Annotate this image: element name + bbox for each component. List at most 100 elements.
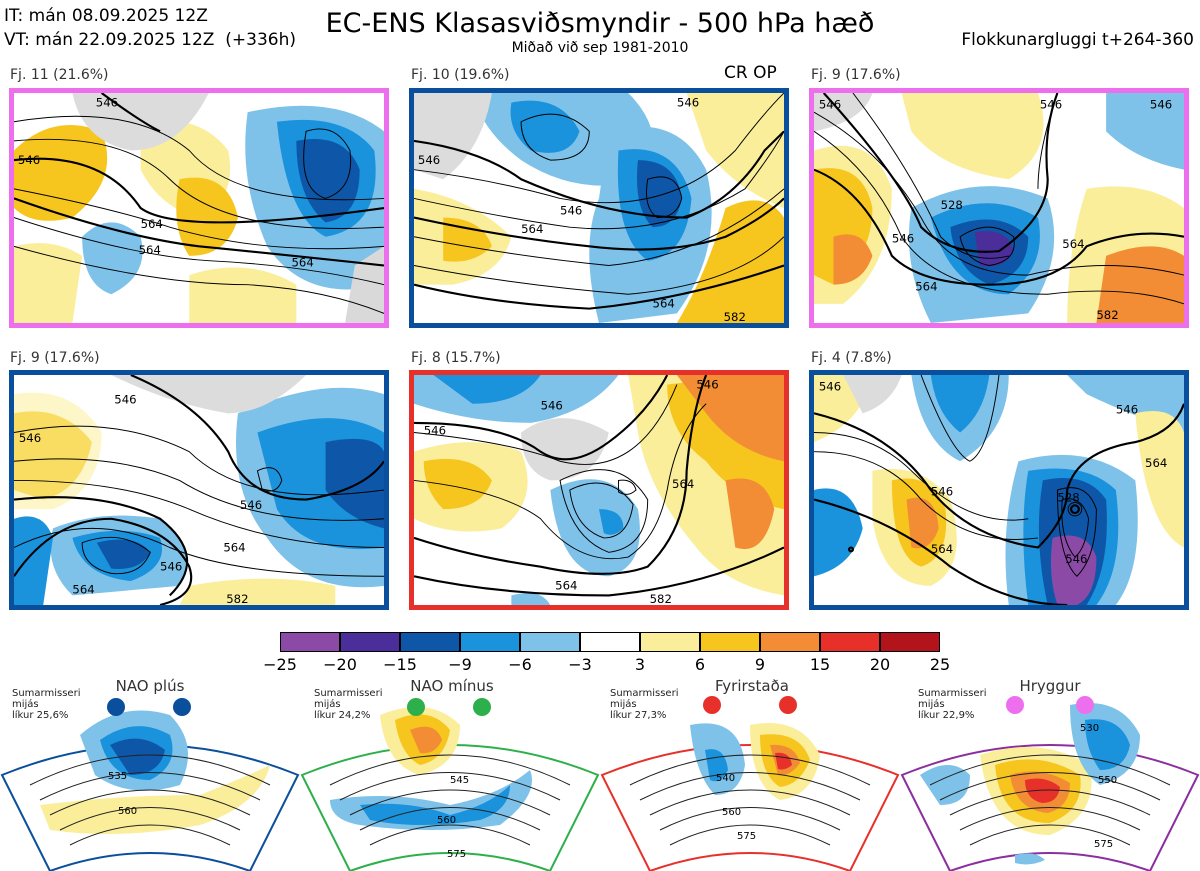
regime-color-dot — [703, 696, 721, 714]
regime-color-dot — [779, 696, 797, 714]
contour-label: 564 — [139, 243, 161, 257]
cluster-map-panel: 546 528 546 564 564 546 546 582 — [809, 88, 1189, 328]
contour-label: 575 — [737, 831, 756, 842]
contour-label: 575 — [447, 849, 466, 860]
panel-label: Fj. 8 (15.7%) — [411, 350, 501, 366]
colorbar-tick-label: −9 — [448, 655, 472, 674]
colorbar-tick-label: 20 — [869, 655, 891, 674]
regime-name: Hryggur — [1019, 677, 1081, 695]
contour-label: 582 — [650, 592, 672, 605]
contour-label: 546 — [19, 431, 41, 445]
contour-label: 528 — [941, 198, 963, 212]
valid-time-label: VT: mán 22.09.2025 12Z (+336h) — [4, 30, 296, 50]
page-subtitle: Miðað við sep 1981-2010 — [511, 40, 689, 56]
colorbar-tick-label: −25 — [263, 655, 297, 674]
cluster-map-panel: 546 546 546 564 564 582 — [409, 370, 789, 610]
contour-label: 582 — [724, 310, 746, 323]
contour-label: 540 — [716, 773, 735, 784]
contour-label: 582 — [226, 592, 248, 605]
regime-color-dot — [1076, 696, 1094, 714]
contour-label: 564 — [1145, 456, 1167, 470]
regime-note: Sumarmisseri mijás líkur 27,3% — [610, 688, 679, 721]
contour-label: 530 — [1080, 723, 1099, 734]
regime-panel-ridge: Sumarmisseri mijás líkur 22,9% Hryggur 530… — [900, 675, 1200, 871]
panel-label: Fj. 10 (19.6%) — [411, 67, 510, 83]
contour-label: 546 — [1065, 552, 1087, 566]
regime-name: NAO plús — [115, 677, 185, 695]
colorbar-tick-label: 6 — [694, 655, 706, 674]
contour-label: 535 — [108, 771, 127, 782]
contour-label: 546 — [892, 232, 914, 246]
colorbar-segment — [460, 632, 520, 652]
contour-label: 564 — [292, 256, 314, 270]
contour-label: 546 — [1040, 97, 1062, 111]
panel-label: Fj. 9 (17.6%) — [811, 67, 901, 83]
colorbar-tick-label: 3 — [634, 655, 646, 674]
colorbar-segment — [520, 632, 580, 652]
classification-window-label: Flokkunargluggi t+264-360 — [961, 30, 1194, 50]
contour-label: 546 — [819, 379, 841, 393]
contour-label: 546 — [819, 97, 841, 111]
colorbar-segment — [340, 632, 400, 652]
colorbar-segment — [640, 632, 700, 652]
contour-label: 546 — [677, 96, 699, 110]
contour-label: 546 — [696, 378, 718, 392]
contour-label: 582 — [1096, 308, 1118, 322]
regime-panel-nao-minus: Sumarmisseri mijás líkur 24,2% NAO mínus 5… — [300, 675, 600, 871]
contour-label: 546 — [240, 498, 262, 512]
contour-label: 564 — [672, 477, 694, 491]
regime-panel-nao-plus: Sumarmisseri mijás líkur 25,6% NAO plús 53… — [0, 675, 300, 871]
contour-label: 564 — [521, 222, 543, 236]
regime-color-dot — [173, 698, 191, 716]
contour-label: 564 — [141, 217, 163, 231]
cluster-map-panel: 546 546 564 564 546 582 — [409, 88, 789, 328]
panel-label: Fj. 9 (17.6%) — [10, 350, 100, 366]
contour-label: 546 — [541, 399, 563, 413]
contour-label: 546 — [560, 204, 582, 218]
colorbar-segment — [820, 632, 880, 652]
colorbar-tick-label: 25 — [929, 655, 951, 674]
regime-name: Fyrirstaða — [715, 677, 789, 695]
colorbar-tick-label: 15 — [809, 655, 831, 674]
contour-label: 546 — [114, 393, 136, 407]
page-title: EC-ENS Klasasviðsmyndir - 500 hPa hæð — [325, 8, 875, 39]
colorbar-tick-label: −6 — [508, 655, 532, 674]
regime-color-dot — [473, 698, 491, 716]
contour-label: 560 — [437, 815, 456, 826]
contour-label: 546 — [160, 560, 182, 574]
contour-label: 564 — [72, 583, 94, 597]
regime-panel-blocking: Sumarmisseri mijás líkur 27,3% Fyrirstaða … — [600, 675, 900, 871]
contour-label: 546 — [1150, 97, 1172, 111]
regime-note: Sumarmisseri mijás líkur 22,9% — [918, 688, 987, 721]
contour-label: 545 — [450, 775, 469, 786]
regime-note: Sumarmisseri mijás líkur 25,6% — [12, 688, 81, 721]
colorbar-segment — [280, 632, 340, 652]
contour-label: 528 — [1057, 491, 1079, 505]
cluster-map-panel: 546 546 546 564 546 564 582 — [9, 370, 389, 610]
contour-label: 564 — [555, 579, 577, 593]
contour-label: 560 — [722, 807, 741, 818]
colorbar-segment — [580, 632, 640, 652]
contour-label: 546 — [418, 153, 440, 167]
colorbar-segment — [400, 632, 460, 652]
colorbar-segment — [700, 632, 760, 652]
regime-name: NAO mínus — [410, 677, 494, 695]
panel-label: Fj. 4 (7.8%) — [811, 350, 892, 366]
contour-label: 564 — [223, 540, 245, 554]
colorbar-segment — [880, 632, 940, 652]
cluster-map-panel: 546 564 564 546 564 — [9, 88, 389, 328]
contour-label: 546 — [931, 485, 953, 499]
regime-color-dot — [107, 698, 125, 716]
contour-label: 550 — [1098, 775, 1117, 786]
init-time-label: IT: mán 08.09.2025 12Z — [4, 6, 208, 26]
contour-label: 564 — [1062, 237, 1084, 251]
contour-label: 546 — [1116, 402, 1138, 416]
contour-label: 564 — [653, 297, 675, 311]
contour-label: 560 — [118, 806, 137, 817]
contour-label: 546 — [18, 153, 40, 167]
contour-label: 564 — [931, 542, 953, 556]
colorbar-tick-label: −15 — [383, 655, 417, 674]
colorbar-tick-label: 9 — [754, 655, 766, 674]
colorbar-tick-label: −20 — [323, 655, 357, 674]
contour-label: 546 — [424, 424, 446, 438]
